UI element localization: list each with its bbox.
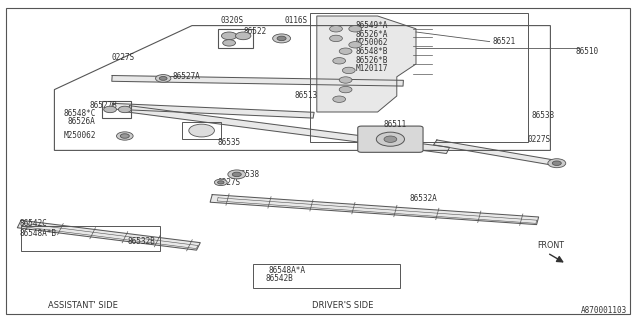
Circle shape xyxy=(214,179,227,186)
Text: 86521: 86521 xyxy=(493,37,516,46)
Circle shape xyxy=(189,124,214,137)
Circle shape xyxy=(218,181,224,184)
Circle shape xyxy=(236,32,251,40)
Text: FRONT: FRONT xyxy=(538,241,564,250)
Text: A870001103: A870001103 xyxy=(581,306,627,315)
Text: ASSISTANT' SIDE: ASSISTANT' SIDE xyxy=(48,301,118,310)
Circle shape xyxy=(330,26,342,32)
Circle shape xyxy=(116,132,133,140)
Circle shape xyxy=(277,36,286,41)
Text: 86538: 86538 xyxy=(531,111,554,120)
Circle shape xyxy=(376,132,404,146)
Text: 0227S: 0227S xyxy=(218,178,241,187)
Text: 0116S: 0116S xyxy=(285,16,308,25)
Bar xyxy=(182,122,221,139)
Polygon shape xyxy=(433,140,559,166)
Circle shape xyxy=(104,106,116,113)
Circle shape xyxy=(342,67,355,74)
Bar xyxy=(21,226,160,251)
Circle shape xyxy=(384,136,397,142)
Text: 86513: 86513 xyxy=(294,92,317,100)
Polygon shape xyxy=(22,223,198,249)
Text: 86527A: 86527A xyxy=(173,72,200,81)
Bar xyxy=(310,13,528,142)
Polygon shape xyxy=(210,195,539,225)
Polygon shape xyxy=(111,103,314,118)
Text: 86526*A: 86526*A xyxy=(355,30,388,39)
Circle shape xyxy=(548,159,566,168)
Circle shape xyxy=(349,26,362,32)
Text: 86532B: 86532B xyxy=(128,237,156,246)
Bar xyxy=(102,101,131,118)
Circle shape xyxy=(156,75,171,82)
Text: 86542C: 86542C xyxy=(19,220,47,228)
Text: 86548*C: 86548*C xyxy=(64,109,97,118)
Bar xyxy=(218,29,253,48)
Circle shape xyxy=(339,77,352,83)
Text: 86548*B: 86548*B xyxy=(355,47,388,56)
Text: 86522: 86522 xyxy=(243,28,266,36)
Bar xyxy=(253,264,400,288)
Polygon shape xyxy=(217,198,537,223)
Text: 86526*B: 86526*B xyxy=(355,56,388,65)
Text: 86526A: 86526A xyxy=(67,117,95,126)
Circle shape xyxy=(333,58,346,64)
Text: 0227S: 0227S xyxy=(528,135,551,144)
Circle shape xyxy=(349,42,362,48)
Polygon shape xyxy=(317,16,416,112)
FancyBboxPatch shape xyxy=(358,126,423,152)
Text: 0227S: 0227S xyxy=(112,53,135,62)
Text: 86511: 86511 xyxy=(384,120,407,129)
Text: DRIVER'S SIDE: DRIVER'S SIDE xyxy=(312,301,373,310)
Text: 86538: 86538 xyxy=(237,170,260,179)
Text: 86527B: 86527B xyxy=(90,101,117,110)
Text: 86532A: 86532A xyxy=(410,194,437,203)
Circle shape xyxy=(223,40,236,46)
Text: 0320S: 0320S xyxy=(221,16,244,25)
Circle shape xyxy=(120,134,129,138)
Circle shape xyxy=(339,86,352,93)
Polygon shape xyxy=(17,220,200,250)
Polygon shape xyxy=(112,76,403,86)
Circle shape xyxy=(118,106,131,113)
Circle shape xyxy=(552,161,561,165)
Text: 86535: 86535 xyxy=(218,138,241,147)
Circle shape xyxy=(339,48,352,54)
Text: 86542B: 86542B xyxy=(266,274,293,283)
Circle shape xyxy=(221,32,237,40)
Circle shape xyxy=(159,76,167,80)
Circle shape xyxy=(333,96,346,102)
Circle shape xyxy=(228,170,246,179)
Circle shape xyxy=(330,35,342,42)
Polygon shape xyxy=(126,106,450,154)
Text: 86548A*A: 86548A*A xyxy=(269,266,306,275)
Circle shape xyxy=(273,34,291,43)
Text: 86548A*B: 86548A*B xyxy=(19,229,56,238)
Circle shape xyxy=(232,172,241,177)
Text: 86549*A: 86549*A xyxy=(355,21,388,30)
Text: M120117: M120117 xyxy=(355,64,388,73)
Text: 86510: 86510 xyxy=(576,47,599,56)
Text: M250062: M250062 xyxy=(355,38,388,47)
Text: M250062: M250062 xyxy=(64,132,97,140)
